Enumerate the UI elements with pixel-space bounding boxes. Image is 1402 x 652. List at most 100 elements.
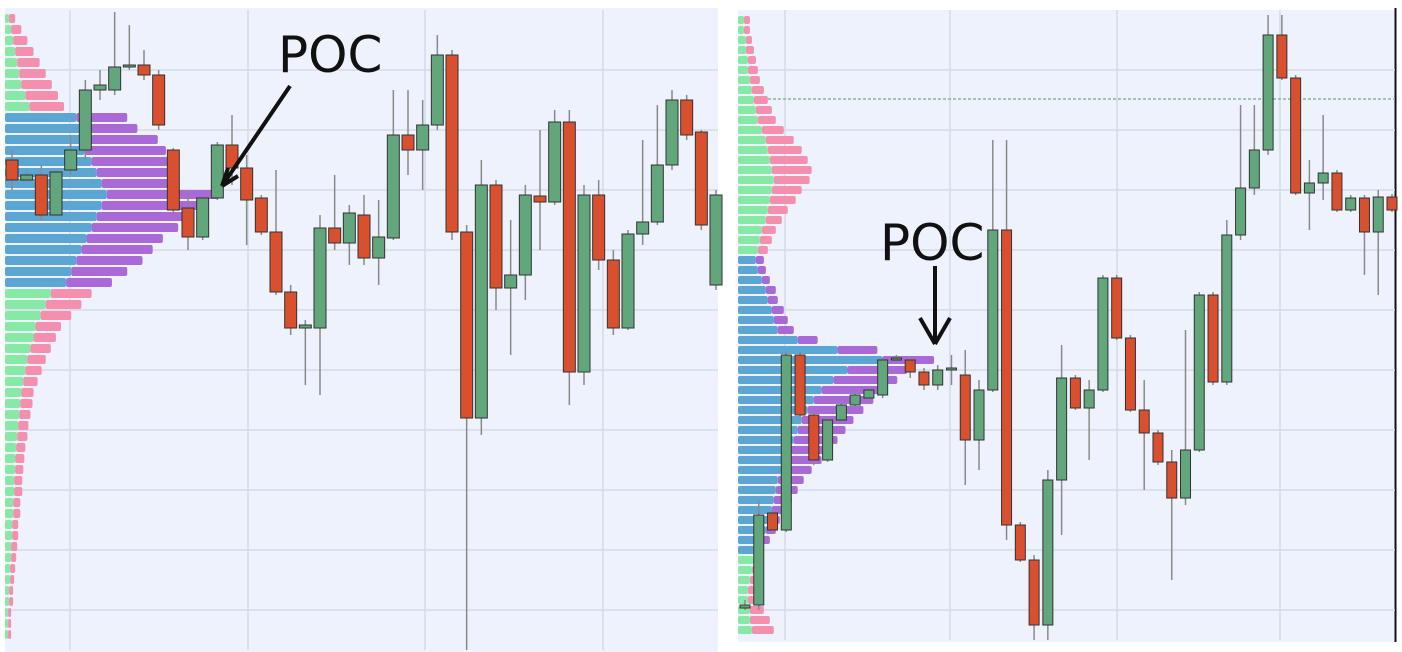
profile-bar [30, 344, 51, 353]
candle-body [1221, 234, 1233, 383]
profile-bar [5, 344, 31, 353]
profile-bar [761, 226, 776, 234]
profile-bar [5, 388, 22, 397]
profile-bar [27, 355, 46, 364]
candle-body [973, 389, 985, 441]
candle-body [945, 367, 957, 371]
candle-body [49, 171, 63, 216]
profile-bar [40, 311, 72, 320]
profile-bar [76, 256, 143, 265]
profile-bar [5, 25, 12, 34]
profile-bar [13, 498, 21, 507]
candle-body [489, 184, 503, 289]
profile-bar [21, 388, 34, 397]
profile-bar [106, 190, 219, 199]
profile-bar [96, 168, 168, 177]
profile-bar [5, 212, 97, 221]
profile-bar [5, 377, 24, 386]
candle-body [372, 236, 386, 259]
annotation: POC [278, 26, 382, 84]
profile-bar [738, 156, 770, 164]
profile-bar [5, 278, 67, 287]
candle-body [1138, 409, 1150, 434]
profile-bar [738, 96, 754, 104]
candle-body [1152, 432, 1164, 463]
profile-bar [81, 245, 153, 254]
profile-bar [745, 36, 752, 44]
profile-bar [71, 267, 128, 276]
candle-body [313, 227, 327, 329]
candle-body [284, 291, 298, 329]
profile-bar [5, 80, 22, 89]
profile-bar [767, 206, 788, 214]
profile-bar [755, 106, 772, 114]
annotation: POC [880, 214, 984, 272]
profile-bar [755, 256, 764, 264]
profile-bar [738, 206, 768, 214]
candle-body [650, 164, 664, 223]
profile-bar [5, 410, 20, 419]
profile-bar [757, 266, 766, 274]
profile-bar [738, 456, 786, 464]
profile-bar [5, 14, 10, 23]
profile-bar [5, 223, 92, 232]
candle-body [1317, 172, 1329, 184]
profile-bar [5, 630, 9, 639]
profile-bar [747, 66, 758, 74]
profile-bar [738, 326, 778, 334]
profile-bar [761, 276, 770, 284]
profile-bar [738, 256, 756, 264]
profile-bar [759, 236, 772, 244]
profile-bar [10, 564, 16, 573]
candle-body [254, 197, 268, 233]
profile-bar [738, 386, 822, 394]
profile-bar [738, 266, 758, 274]
profile-bar [745, 46, 754, 54]
profile-bar [743, 26, 750, 34]
profile-bar [5, 619, 9, 628]
profile-bar [738, 136, 766, 144]
candle-body [1180, 449, 1192, 499]
profile-bar [738, 366, 848, 374]
profile-bar [5, 487, 15, 496]
candle-body [592, 194, 606, 261]
profile-bar [738, 186, 772, 194]
candle-body [694, 131, 708, 226]
profile-bar [738, 66, 748, 74]
profile-bar [8, 608, 12, 617]
candle-body [386, 134, 400, 239]
profile-bar [738, 176, 774, 184]
candle-body [918, 371, 930, 386]
candle-body [680, 99, 694, 136]
profile-bar [769, 196, 796, 204]
profile-bar [5, 69, 20, 78]
profile-bar [738, 586, 748, 594]
candle-body [5, 159, 19, 181]
profile-bar [91, 157, 168, 166]
profile-bar [738, 446, 790, 454]
profile-bar [753, 96, 768, 104]
candle-body [533, 195, 547, 203]
profile-bar [17, 58, 40, 67]
profile-bar [12, 520, 19, 529]
candle-body [562, 121, 576, 373]
profile-bar [11, 542, 18, 551]
candle-body [1290, 77, 1302, 194]
profile-bar [9, 14, 16, 23]
profile-bar [5, 36, 14, 45]
candle-body [1331, 172, 1343, 211]
profile-bar [738, 146, 768, 154]
candle-body [401, 134, 415, 151]
candle-body [794, 354, 806, 416]
candle-body [196, 197, 210, 238]
profile-bar [11, 25, 22, 34]
profile-bar [5, 509, 14, 518]
candle-body [108, 66, 122, 91]
candle-body [1001, 229, 1013, 526]
profile-bar [12, 531, 19, 540]
profile-bar [5, 586, 10, 595]
profile-bar [738, 26, 744, 34]
charts [5, 10, 1398, 650]
profile-bar [738, 626, 752, 634]
profile-bar [5, 454, 16, 463]
